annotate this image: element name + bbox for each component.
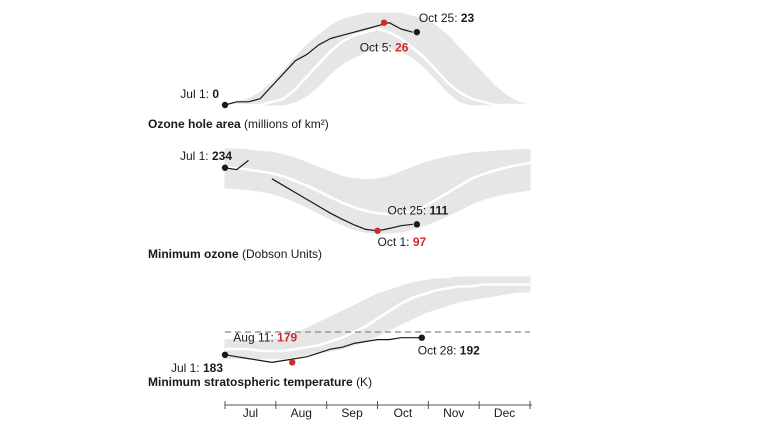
annotation-dot [221,101,229,109]
panel-title-unit: (Dobson Units) [242,247,322,261]
annotation-value: 179 [277,331,297,345]
annotation-label: Oct 25: 23 [419,11,475,25]
x-tick-label: Nov [443,406,464,420]
panel-title-main: Minimum ozone [148,247,239,261]
annotation-value: 0 [212,87,219,101]
range-band [224,148,531,234]
panel-title-main: Ozone hole area [148,117,241,131]
mean-line [224,161,531,216]
annotation-label: Jul 1: 0 [180,87,219,101]
x-tick-label: Sep [341,406,363,420]
annotation-date: Jul 1: [180,87,209,101]
observed-line [224,337,425,363]
annotation-label: Oct 5: 26 [360,41,409,55]
annotation-value: 234 [212,149,232,163]
annotation-value: 192 [460,344,480,358]
annotation-date: Oct 5: [360,41,392,55]
annotation-dot [413,28,421,36]
x-tick-label: Aug [291,406,312,420]
annotation-date: Aug 11: [233,331,273,345]
annotation-dot [413,221,421,228]
annotation-label: Aug 11: 179 [233,331,297,345]
annotation-label: Oct 25: 111 [387,204,448,218]
annotation-date: Oct 28: [418,344,457,358]
annotation-dot [289,359,296,366]
panel-title: Minimum stratospheric temperature (K) [148,375,372,389]
mean-line [225,283,530,353]
annotation-label: Oct 1: 97 [378,235,427,249]
annotation-label: Jul 1: 183 [171,361,223,375]
annotation-value: 111 [430,204,449,218]
annotation-date: Jul 1: [171,361,200,375]
annotation-value: 183 [203,361,223,375]
panel-title: Minimum ozone (Dobson Units) [148,247,322,261]
annotation-dot [221,351,229,358]
annotation-date: Oct 25: [387,204,426,218]
observed-line [224,22,413,106]
annotation-label: Oct 28: 192 [418,344,480,358]
x-tick-label: Oct [394,406,413,420]
annotation-dot [418,334,425,341]
annotation-value: 23 [461,11,475,25]
annotation-value: 97 [413,235,427,249]
annotation-value: 26 [395,41,409,55]
x-tick-label: Jul [243,406,258,420]
annotation-date: Jul 1: [180,149,209,163]
annotation-date: Oct 25: [419,11,458,25]
range-band [224,12,531,106]
panel-title-unit: (K) [356,375,372,389]
panel-title: Ozone hole area (millions of km²) [148,117,329,131]
panel-title-main: Minimum stratospheric temperature [148,375,353,389]
annotation-dot [374,227,381,234]
mean-line [225,27,530,107]
x-tick-label: Dec [494,406,515,420]
annotation-date: Oct 1: [378,235,410,249]
observed-line [224,159,413,232]
panel-title-unit: (millions of km²) [244,117,329,131]
annotation-dot [380,19,388,26]
annotation-label: Jul 1: 234 [180,149,232,163]
annotation-dot [221,164,229,171]
